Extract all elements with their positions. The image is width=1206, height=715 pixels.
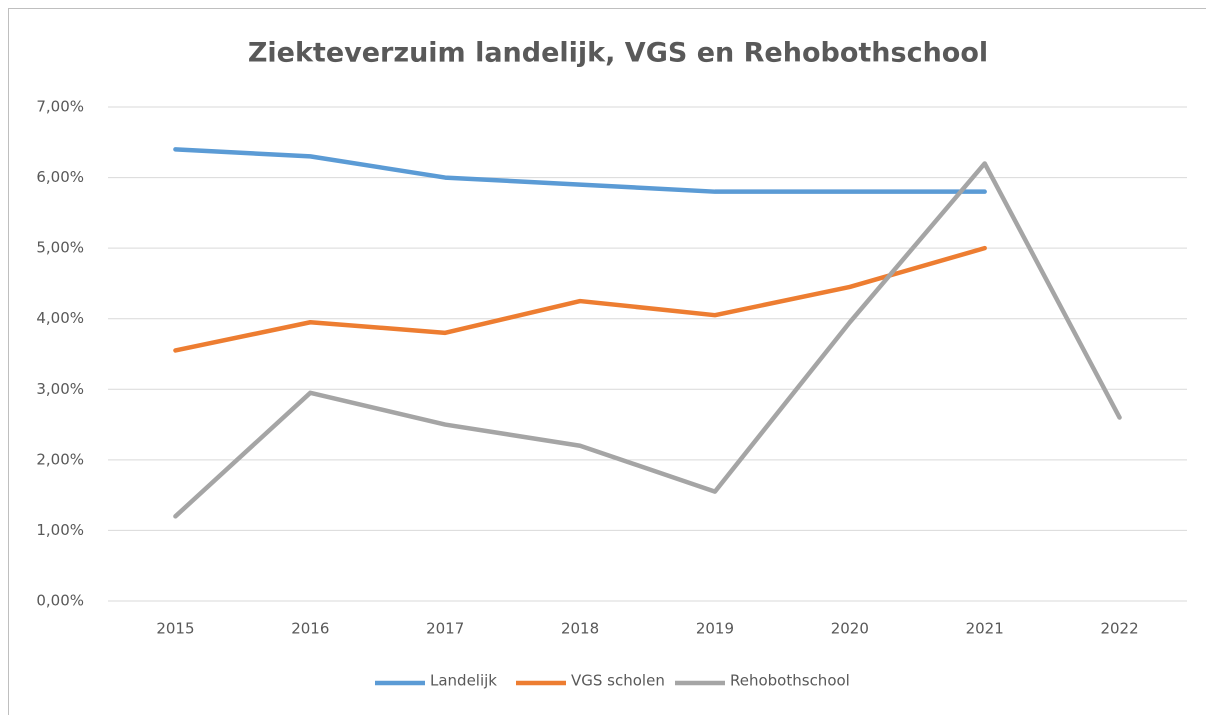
chart-title: Ziekteverzuim landelijk, VGS en Rehoboth…	[248, 38, 988, 69]
y-tick-label: 0,00%	[36, 592, 84, 610]
y-tick-label: 2,00%	[36, 450, 84, 468]
x-tick-label: 2018	[561, 620, 599, 638]
y-tick-label: 6,00%	[36, 168, 84, 186]
x-tick-label: 2020	[831, 620, 869, 638]
series-line	[173, 245, 987, 353]
x-tick-label: 2021	[966, 620, 1004, 638]
x-tick-label: 2016	[291, 620, 329, 638]
x-tick-label: 2017	[426, 620, 464, 638]
series-line	[173, 147, 987, 194]
y-tick-label: 5,00%	[36, 239, 84, 257]
x-tick-label: 2015	[156, 620, 194, 638]
legend-label: Landelijk	[430, 672, 497, 690]
legend-label: Rehobothschool	[730, 672, 850, 690]
y-tick-label: 3,00%	[36, 380, 84, 398]
chart-frame	[8, 8, 1206, 715]
y-tick-label: 1,00%	[36, 521, 84, 539]
x-tick-label: 2022	[1100, 620, 1138, 638]
y-tick-label: 7,00%	[36, 98, 84, 116]
series-line	[173, 161, 1122, 519]
y-tick-label: 4,00%	[36, 309, 84, 327]
legend-label: VGS scholen	[571, 672, 665, 690]
x-tick-label: 2019	[696, 620, 734, 638]
